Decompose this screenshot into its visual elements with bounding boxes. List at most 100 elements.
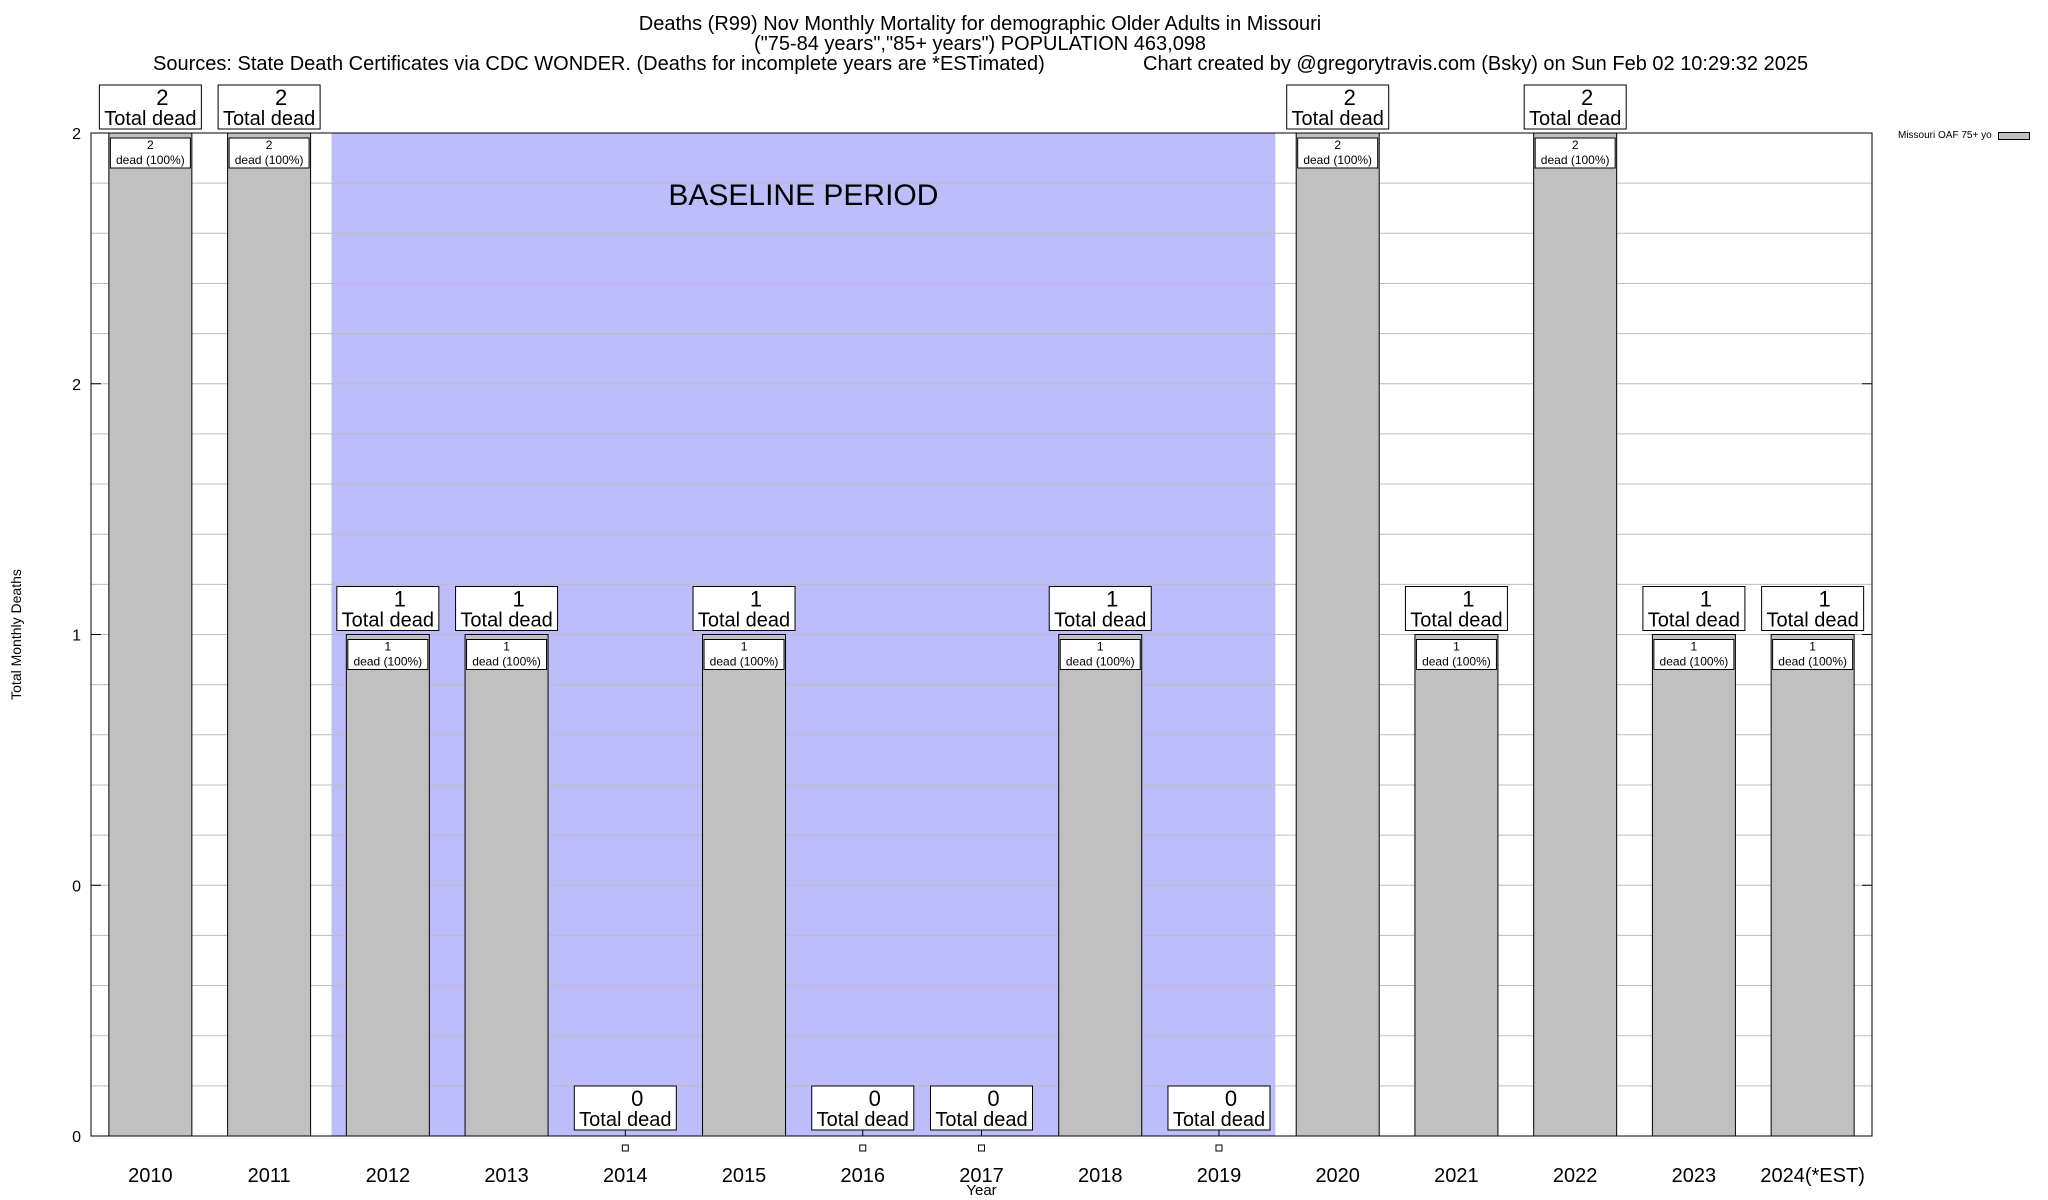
total-label-text: Total dead <box>1766 610 1858 632</box>
x-tick-label: 2022 <box>1553 1165 1598 1187</box>
bar-inner-label-count: 1 <box>503 640 510 654</box>
bar-inner-label-count: 2 <box>1334 138 1341 152</box>
total-label-text: Total dead <box>579 1109 671 1131</box>
total-label-text: Total dead <box>1529 108 1621 130</box>
x-tick-label: 2015 <box>722 1165 767 1187</box>
bar-inner-label-count: 1 <box>741 640 748 654</box>
total-label-count: 1 <box>1700 587 1712 612</box>
legend-swatch <box>1997 131 2030 140</box>
legend: Missouri OAF 75+ yo <box>1898 130 2030 141</box>
baseline-period-label: BASELINE PERIOD <box>668 179 938 212</box>
empty-marker <box>978 1144 985 1152</box>
x-tick-label: 2014 <box>603 1165 648 1187</box>
total-label-count: 2 <box>1344 85 1356 110</box>
bar-inner-label-box <box>703 639 785 670</box>
bar-inner-label-percent: dead (100%) <box>1066 655 1135 669</box>
bar-inner-label-count: 1 <box>1691 640 1698 654</box>
bar-inner-label-percent: dead (100%) <box>1422 655 1491 669</box>
bar-inner-label-count: 2 <box>1572 138 1579 152</box>
total-label-count: 0 <box>869 1086 881 1111</box>
bar <box>702 634 787 1137</box>
bar-inner-label-box <box>1653 639 1735 670</box>
total-label-box <box>1048 586 1152 631</box>
x-axis-label: Year <box>966 1182 996 1199</box>
x-tick-label: 2021 <box>1434 1165 1479 1187</box>
chart-title: Deaths (R99) Nov Monthly Mortality for d… <box>638 13 1322 35</box>
total-label-text: Total dead <box>1410 610 1502 632</box>
total-label-count: 2 <box>1581 85 1593 110</box>
total-label-text: Total dead <box>1054 610 1146 632</box>
bar-inner-label-count: 1 <box>384 640 391 654</box>
bar-inner-label-count: 1 <box>1097 640 1104 654</box>
sources-note: Sources: State Death Certificates via CD… <box>153 53 1045 75</box>
total-label-text: Total dead <box>935 1109 1027 1131</box>
bar-inner-label-box <box>1059 639 1141 670</box>
x-tick-label: 2019 <box>1197 1165 1242 1187</box>
total-label-text: Total dead <box>1173 1109 1265 1131</box>
bar-inner-label-percent: dead (100%) <box>353 655 422 669</box>
total-label-text: Total dead <box>698 610 790 632</box>
total-label-box <box>455 586 559 631</box>
bar-inner-label-percent: dead (100%) <box>1541 153 1610 167</box>
bar <box>1295 132 1380 1137</box>
bar-inner-label-box <box>1534 137 1616 169</box>
bar-inner-label-box <box>466 639 548 670</box>
bar-inner-label-percent: dead (100%) <box>116 153 185 167</box>
total-label-box <box>573 1085 677 1131</box>
total-label-count: 1 <box>512 587 524 612</box>
x-tick-label: 2016 <box>841 1165 886 1187</box>
chart-subtitle: ("75-84 years","85+ years") POPULATION 4… <box>753 33 1207 55</box>
bar-inner-label-percent: dead (100%) <box>235 153 304 167</box>
empty-marker <box>1215 1144 1223 1152</box>
x-tick-label: 2013 <box>484 1165 529 1187</box>
bar <box>1058 634 1143 1137</box>
total-label-count: 0 <box>1225 1086 1237 1111</box>
y-tick-label: 2 <box>72 377 81 394</box>
total-label-count: 1 <box>1106 587 1118 612</box>
bar-inner-label-percent: dead (100%) <box>1303 153 1372 167</box>
total-label-count: 0 <box>987 1086 999 1111</box>
y-tick-label: 0 <box>72 1129 81 1146</box>
total-label-box <box>336 586 440 631</box>
total-label-box <box>1286 84 1390 130</box>
total-label-box <box>1523 84 1627 130</box>
bar <box>1651 634 1736 1137</box>
bar <box>345 634 430 1137</box>
total-label-box <box>692 586 796 631</box>
y-tick-label: 1 <box>72 628 81 645</box>
bar-inner-label-count: 2 <box>266 138 273 152</box>
x-tick-label: 2020 <box>1315 1165 1360 1187</box>
total-label-text: Total dead <box>817 1109 909 1131</box>
bar-inner-label-count: 1 <box>1453 640 1460 654</box>
total-label-text: Total dead <box>223 108 315 130</box>
bar <box>1770 634 1855 1137</box>
empty-marker <box>621 1144 629 1152</box>
x-tick-label: 2012 <box>366 1165 411 1187</box>
bar-inner-label-count: 1 <box>1809 640 1816 654</box>
chart-title-block: Deaths (R99) Nov Monthly Mortality for d… <box>0 14 1960 54</box>
bar <box>108 132 193 1137</box>
x-tick-label: 2018 <box>1078 1165 1123 1187</box>
total-label-box <box>1761 586 1865 631</box>
legend-label: Missouri OAF 75+ yo <box>1898 130 1992 141</box>
bar-inner-label-box <box>1415 639 1497 670</box>
bar <box>464 634 549 1137</box>
total-label-box <box>811 1085 915 1131</box>
total-label-text: Total dead <box>104 108 196 130</box>
total-label-count: 1 <box>750 587 762 612</box>
x-tick-label: 2023 <box>1672 1165 1717 1187</box>
bar-inner-label-percent: dead (100%) <box>710 655 779 669</box>
bar-inner-label-box <box>347 639 429 670</box>
bar-inner-label-box <box>109 137 191 169</box>
x-tick-label: 2024(*EST) <box>1760 1165 1865 1187</box>
total-label-count: 2 <box>275 85 287 110</box>
total-label-text: Total dead <box>460 610 552 632</box>
total-label-count: 1 <box>394 587 406 612</box>
bar-inner-label-box <box>1297 137 1379 169</box>
total-label-count: 0 <box>631 1086 643 1111</box>
bar-inner-label-percent: dead (100%) <box>1778 655 1847 669</box>
bar-inner-label-percent: dead (100%) <box>472 655 541 669</box>
total-label-box <box>217 84 321 130</box>
total-label-box <box>930 1085 1033 1131</box>
